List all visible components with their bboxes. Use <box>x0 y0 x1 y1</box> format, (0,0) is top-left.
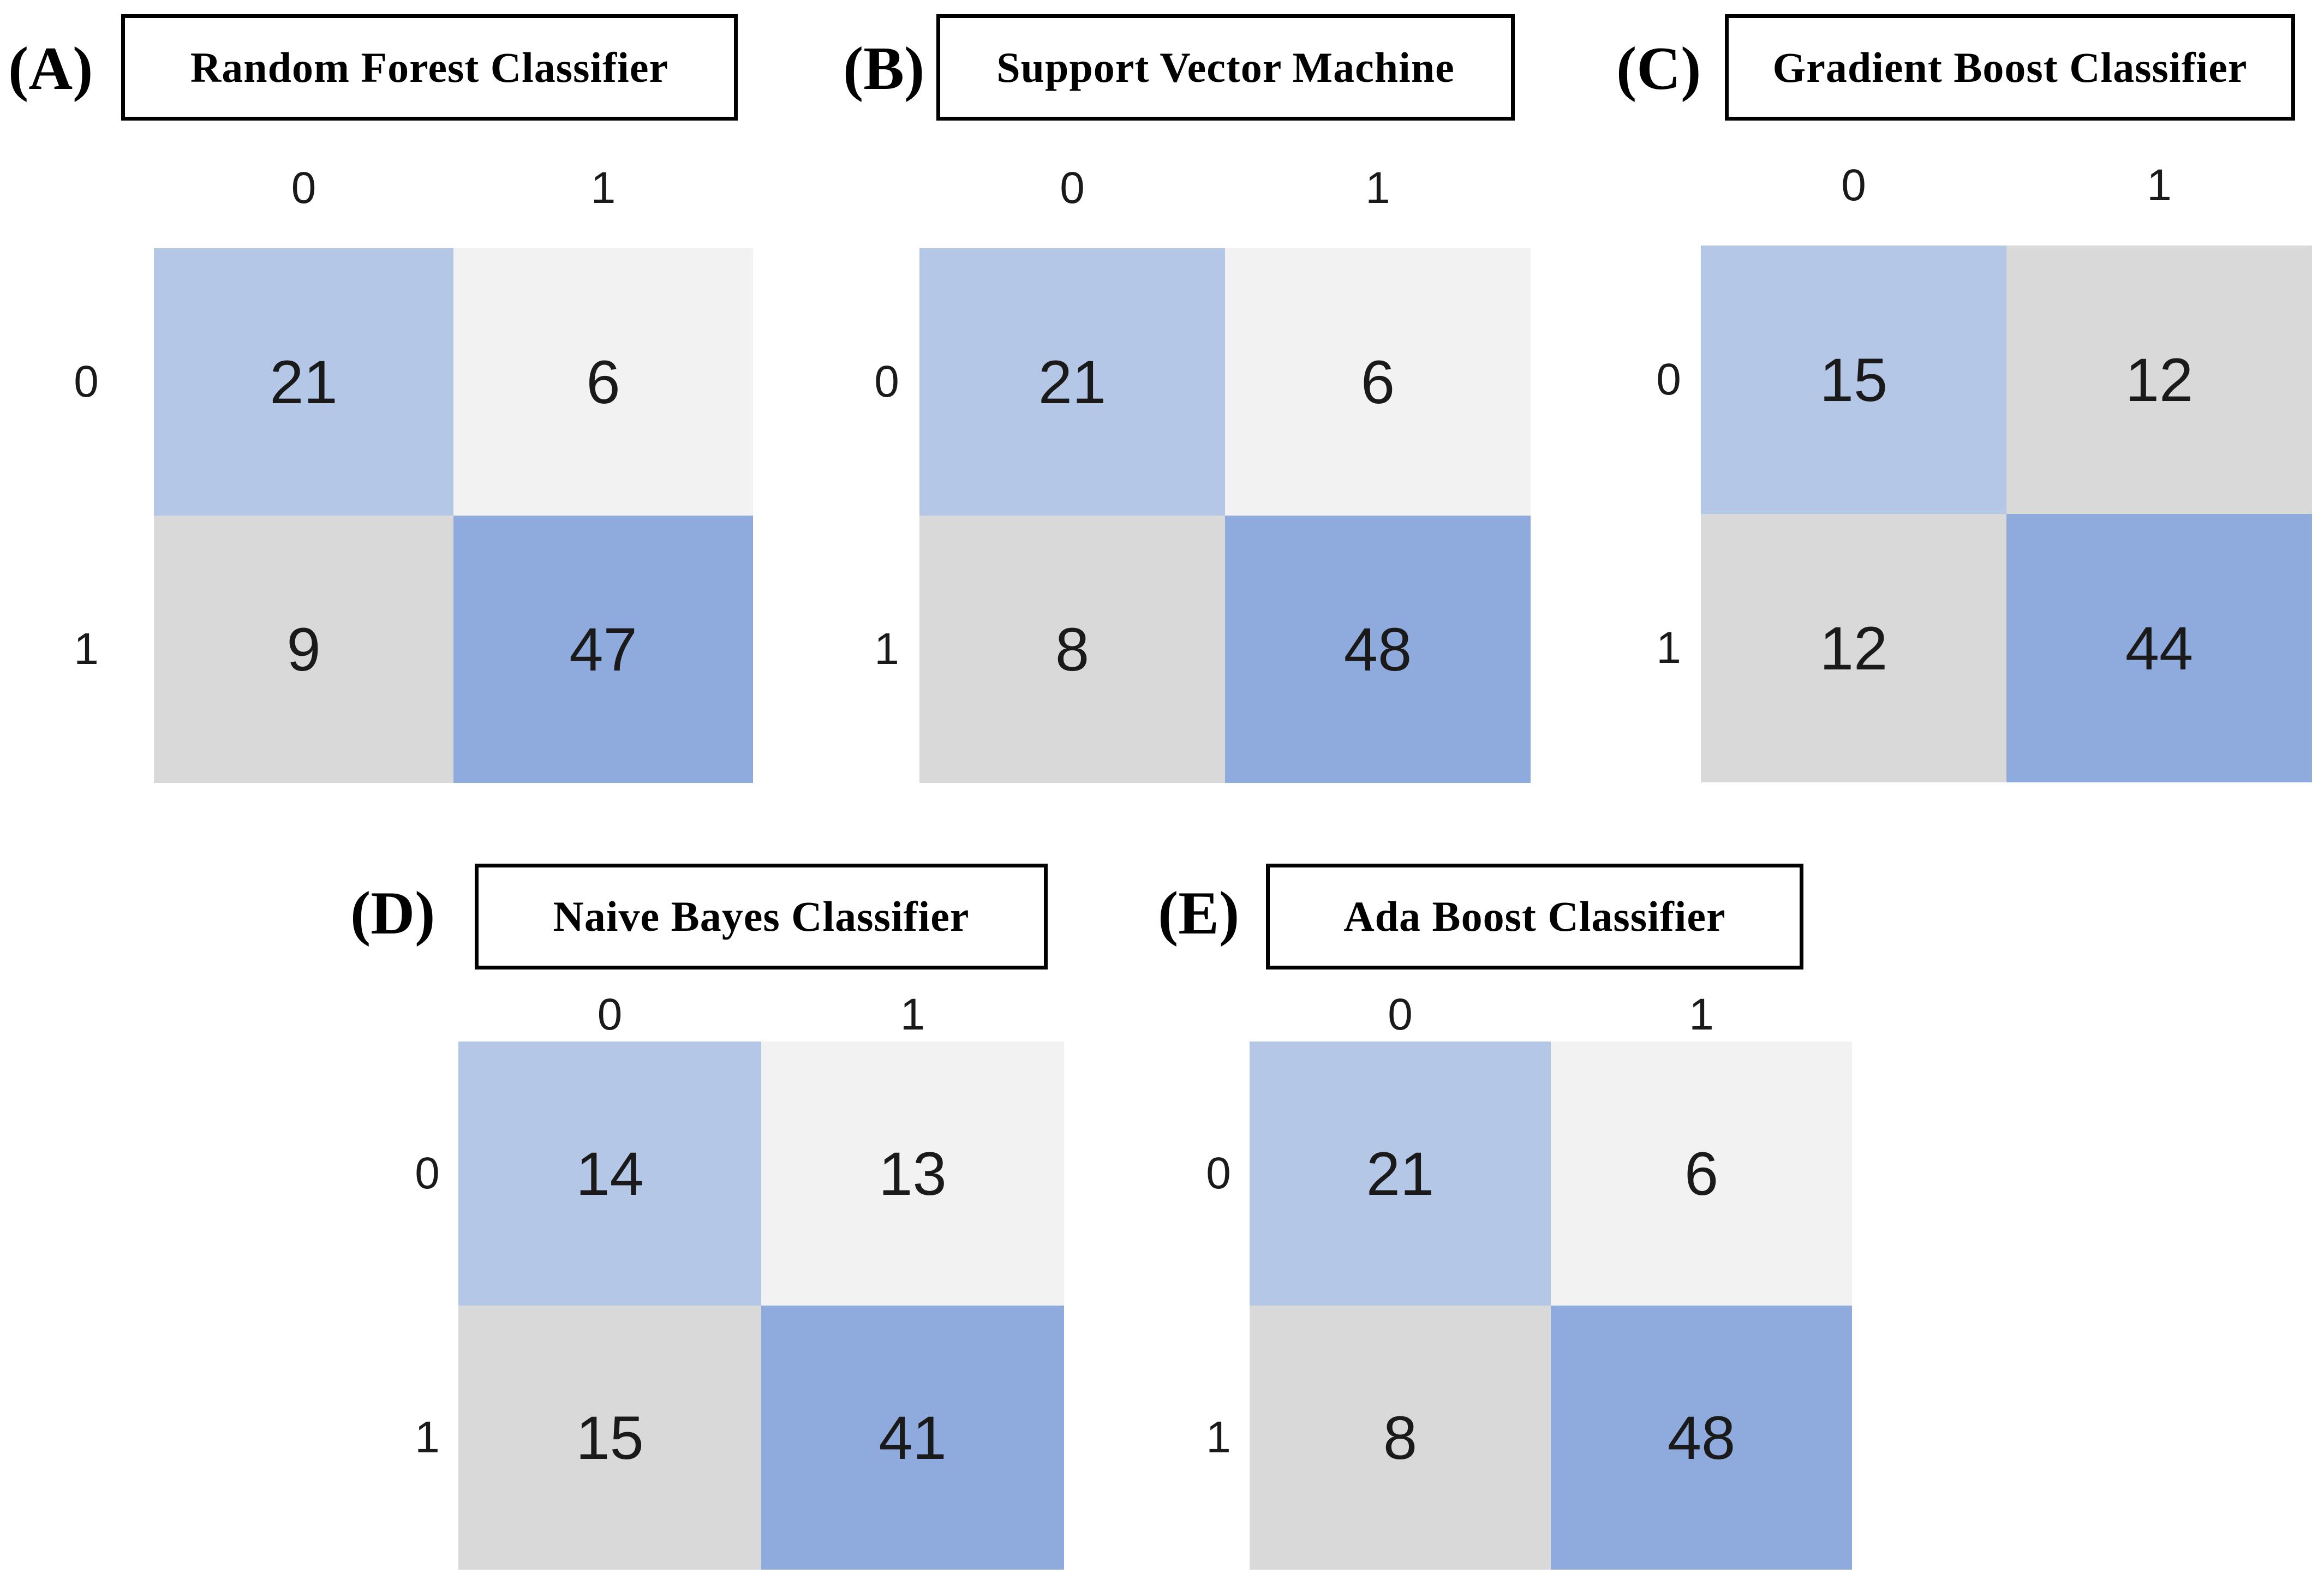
column-label-0: 0 <box>1388 990 1413 1039</box>
classifier-title: Gradient Boost Classifier <box>1772 43 2248 91</box>
column-label-1: 1 <box>900 990 925 1039</box>
classifier-title-box: Ada Boost Classifier <box>1266 864 1803 969</box>
matrix-cell-true0-pred0: 15 <box>1701 246 2006 514</box>
matrix-cell-true1-pred1: 44 <box>2006 514 2312 782</box>
matrix-cell-true1-pred0: 12 <box>1701 514 2006 782</box>
matrix-cell-true0-pred1: 6 <box>1225 248 1531 516</box>
panel-letter: (E) <box>1158 879 1240 947</box>
column-label-1: 1 <box>1689 990 1714 1039</box>
matrix-cell-true1-pred0: 8 <box>1250 1306 1551 1570</box>
matrix-cell-true1-pred0: 9 <box>154 516 453 783</box>
row-label-0: 0 <box>874 357 899 406</box>
matrix-cell-true1-pred1: 48 <box>1551 1306 1852 1570</box>
classifier-title-box: Support Vector Machine <box>936 14 1515 121</box>
row-label-0: 0 <box>415 1148 440 1198</box>
column-label-0: 0 <box>1060 163 1085 213</box>
classifier-title-box: Random Forest Classifier <box>121 14 738 121</box>
row-label-1: 1 <box>874 624 899 674</box>
column-label-0: 0 <box>291 163 316 213</box>
matrix-cell-true0-pred1: 13 <box>761 1042 1064 1306</box>
matrix-cell-true0-pred0: 14 <box>458 1042 761 1306</box>
classifier-title-box: Gradient Boost Classifier <box>1725 14 2295 121</box>
row-label-0: 0 <box>1656 355 1681 404</box>
matrix-cell-true0-pred1: 6 <box>453 248 753 516</box>
column-label-1: 1 <box>590 163 616 213</box>
matrix-cell-true0-pred0: 21 <box>154 248 453 516</box>
classifier-title-box: Naive Bayes Classifier <box>475 864 1048 969</box>
column-label-0: 0 <box>597 990 623 1039</box>
row-label-1: 1 <box>74 624 99 674</box>
column-label-1: 1 <box>1365 163 1390 213</box>
matrix-cell-true0-pred1: 6 <box>1551 1042 1852 1306</box>
panel-letter: (A) <box>8 35 93 103</box>
matrix-cell-true1-pred1: 48 <box>1225 516 1531 783</box>
matrix-cell-true0-pred0: 21 <box>919 248 1225 516</box>
matrix-cell-true0-pred1: 12 <box>2006 246 2312 514</box>
column-label-0: 0 <box>1841 160 1866 210</box>
matrix-cell-true1-pred0: 8 <box>919 516 1225 783</box>
panel-letter: (B) <box>843 35 925 103</box>
classifier-title: Ada Boost Classifier <box>1343 893 1726 940</box>
classifier-title: Random Forest Classifier <box>190 43 669 91</box>
matrix-cell-true0-pred0: 21 <box>1250 1042 1551 1306</box>
matrix-cell-true1-pred1: 41 <box>761 1306 1064 1570</box>
row-label-1: 1 <box>1206 1413 1231 1462</box>
row-label-0: 0 <box>74 357 99 406</box>
matrix-cell-true1-pred0: 15 <box>458 1306 761 1570</box>
classifier-title: Naive Bayes Classifier <box>553 893 970 940</box>
classifier-title: Support Vector Machine <box>996 43 1455 91</box>
panel-letter: (D) <box>350 879 435 947</box>
panel-letter: (C) <box>1616 35 1701 103</box>
row-label-0: 0 <box>1206 1148 1231 1198</box>
column-label-1: 1 <box>2147 160 2172 210</box>
matrix-cell-true1-pred1: 47 <box>453 516 753 783</box>
row-label-1: 1 <box>1656 623 1681 673</box>
row-label-1: 1 <box>415 1413 440 1462</box>
